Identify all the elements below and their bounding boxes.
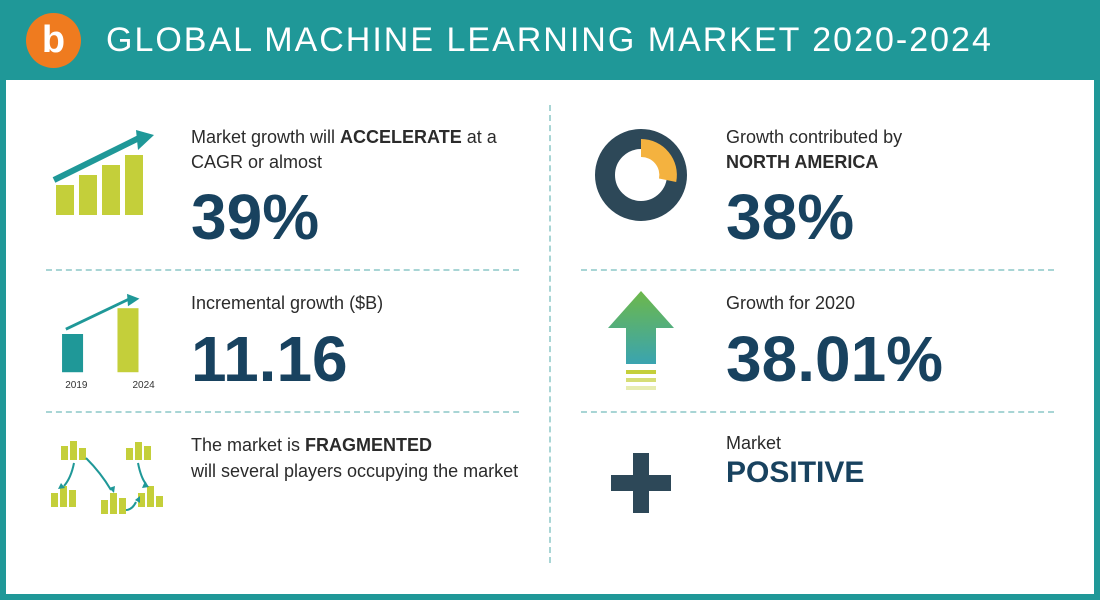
plus-icon — [581, 433, 701, 533]
header: b GLOBAL MACHINE LEARNING MARKET 2020-20… — [6, 0, 1094, 80]
page-title: GLOBAL MACHINE LEARNING MARKET 2020-2024 — [106, 21, 993, 60]
bar-label-2024: 2024 — [133, 380, 155, 391]
na-label: Growth contributed byNORTH AMERICA — [726, 125, 1054, 175]
logo-icon: b — [26, 13, 81, 68]
stat-incremental: 2019 2024 Incremental growth ($B) 11.16 — [46, 271, 519, 411]
up-arrow-icon — [581, 291, 701, 391]
market-label: Market — [726, 433, 1054, 454]
stat-market-positive: Market POSITIVE — [581, 413, 1054, 553]
market-value: POSITIVE — [726, 456, 1054, 490]
growth-bars-arrow-icon — [46, 125, 166, 225]
stat-growth-2020: Growth for 2020 38.01% — [581, 271, 1054, 411]
growth2020-label: Growth for 2020 — [726, 291, 1054, 316]
incremental-label: Incremental growth ($B) — [191, 291, 519, 316]
incremental-value: 11.16 — [191, 327, 519, 391]
cagr-label: Market growth will ACCELERATE at a CAGR … — [191, 125, 519, 175]
bar-label-2019: 2019 — [65, 380, 87, 391]
na-value: 38% — [726, 185, 1054, 249]
fragmented-label: The market is FRAGMENTED will several pl… — [191, 433, 519, 483]
growth2020-value: 38.01% — [726, 327, 1054, 391]
fragmented-network-icon — [46, 433, 166, 533]
cagr-value: 39% — [191, 185, 519, 249]
stat-cagr: Market growth will ACCELERATE at a CAGR … — [46, 105, 519, 269]
stat-fragmented: The market is FRAGMENTED will several pl… — [46, 413, 519, 553]
donut-chart-icon — [581, 125, 701, 225]
incremental-bars-icon: 2019 2024 — [46, 291, 166, 391]
stat-north-america: Growth contributed byNORTH AMERICA 38% — [581, 105, 1054, 269]
